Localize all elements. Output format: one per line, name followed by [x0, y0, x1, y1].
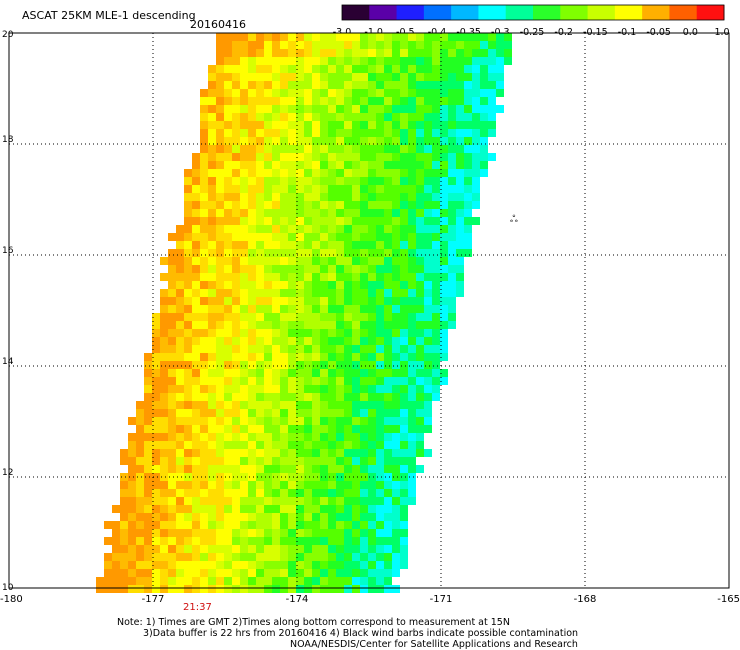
latitude-label: 10 — [2, 583, 14, 593]
map-border — [8, 32, 730, 589]
latitude-label: 16 — [2, 246, 14, 256]
longitude-tick-labels: -180 -177 -174 -171 -168 -165 — [0, 594, 740, 605]
note-line-3: NOAA/NESDIS/Center for Satellite Applica… — [290, 639, 578, 650]
colorbar-segment — [451, 5, 479, 20]
colorbar-segment — [533, 5, 561, 20]
colorbar-segment — [696, 5, 725, 20]
colorbar-segment — [478, 5, 507, 20]
colorbar-segment — [642, 5, 670, 20]
colorbar-segment — [342, 5, 370, 20]
colorbar-segment — [669, 5, 698, 20]
longitude-label: -177 — [142, 594, 165, 605]
colorbar-segment — [396, 5, 425, 20]
colorbar-segment — [560, 5, 589, 20]
colorbar-segment — [505, 5, 534, 20]
latitude-tick-labels: 20 18 16 14 12 10 — [2, 30, 14, 593]
map-area — [8, 32, 730, 593]
longitude-label: -171 — [430, 594, 453, 605]
latitude-label: 14 — [2, 357, 14, 367]
land-marker-icon: ஃ — [510, 214, 518, 225]
colorbar-segment — [423, 5, 452, 20]
colorbar-segment — [369, 5, 398, 20]
latitude-label: 20 — [2, 30, 14, 40]
product-date: 20160416 — [190, 18, 246, 31]
product-title: ASCAT 25KM MLE-1 descending — [22, 9, 196, 22]
note-line-2: 3)Data buffer is 22 hrs from 20160416 4)… — [143, 628, 578, 639]
colorbar-segment — [614, 5, 643, 20]
scatterometer-swath — [96, 33, 512, 593]
colorbar-segment — [587, 5, 616, 20]
colorbar-frame — [341, 4, 725, 21]
pass-time-label: 21:37 — [183, 602, 212, 613]
longitude-label: -168 — [574, 594, 597, 605]
lat-lon-grid — [9, 33, 729, 588]
note-line-1: Note: 1) Times are GMT 2)Times along bot… — [117, 617, 510, 628]
longitude-label: -174 — [286, 594, 309, 605]
latitude-label: 18 — [2, 135, 14, 145]
latitude-label: 12 — [2, 468, 13, 478]
longitude-label: -165 — [717, 594, 740, 605]
longitude-label: -180 — [0, 594, 23, 605]
